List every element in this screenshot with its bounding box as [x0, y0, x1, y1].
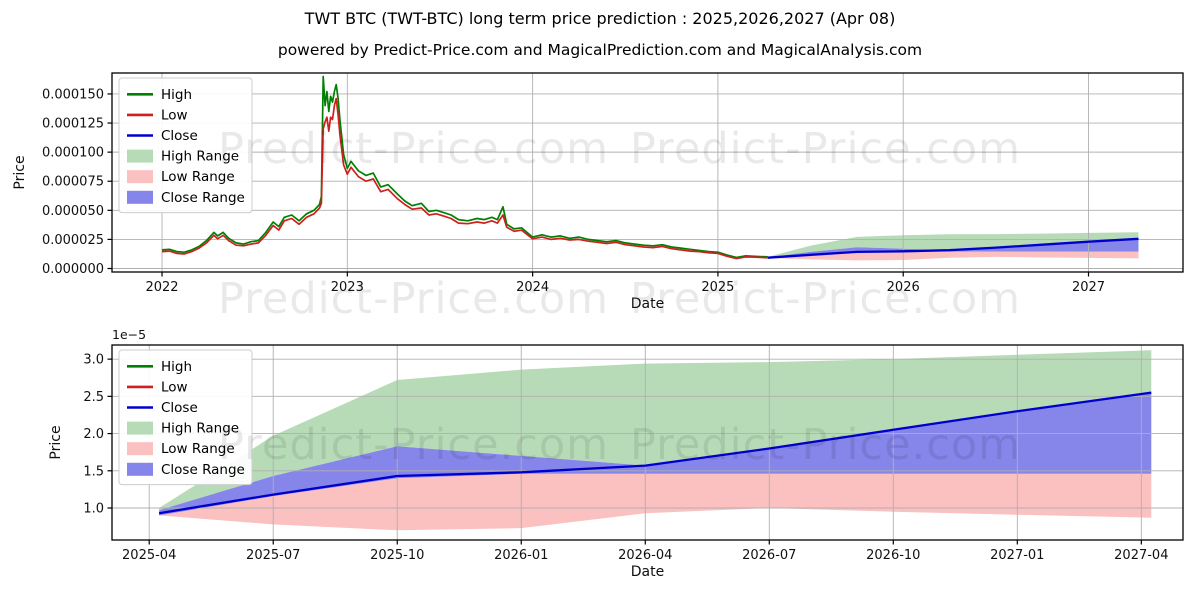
axis-frame	[111, 344, 1184, 541]
legend-item-low-range-label: Low Range	[161, 441, 235, 457]
legend-item-low-range-swatch	[127, 442, 153, 456]
y-tick-label: 0.000075	[42, 175, 104, 190]
y-tick-label: 0.000100	[42, 146, 104, 161]
x-tick-label: 2027-01	[990, 548, 1044, 563]
y-tick-label: 2.5	[83, 390, 104, 405]
legend-item-low-range-swatch	[127, 170, 153, 184]
x-tick-label: 2025	[701, 280, 734, 295]
y-tick-label: 0.000000	[42, 262, 104, 277]
legend-item-close-label: Close	[161, 128, 198, 144]
y-tick-label: 0.000150	[42, 87, 104, 102]
axis-frame	[111, 72, 1184, 273]
x-axis-label: Date	[631, 564, 664, 580]
x-tick-label: 2026	[887, 280, 920, 295]
figure-title: TWT BTC (TWT-BTC) long term price predic…	[304, 9, 896, 28]
high-line	[161, 75, 768, 259]
y-tick-label: 0.000125	[42, 117, 104, 132]
x-tick-label: 2026-07	[742, 548, 796, 563]
close-range-band	[767, 238, 1139, 258]
legend-item-high-label: High	[161, 359, 192, 375]
legend-item-low-label: Low	[161, 107, 188, 123]
high-range-band	[159, 350, 1152, 511]
low-range-band	[767, 251, 1139, 261]
legend-item-close-range-label: Close Range	[161, 190, 245, 206]
legend-item-high-range-swatch	[127, 149, 153, 163]
x-tick-label: 2027	[1072, 280, 1105, 295]
legend-item-high-range-label: High Range	[161, 421, 239, 437]
x-tick-label: 2024	[516, 280, 549, 295]
x-axis-label: Date	[631, 296, 664, 312]
figure-subtitle: powered by Predict-Price.com and Magical…	[277, 41, 923, 59]
axis-offset-label: 1e−5	[112, 327, 146, 342]
legend-item-close-label: Close	[161, 400, 198, 416]
legend-item-close-range-label: Close Range	[161, 462, 245, 478]
x-tick-label: 2025-04	[122, 548, 176, 563]
low-range-band	[159, 473, 1152, 531]
legend-item-low-range-label: Low Range	[161, 169, 235, 185]
low-line	[161, 97, 768, 260]
close-range-band	[159, 392, 1152, 516]
y-tick-label: 3.0	[83, 353, 104, 368]
x-tick-label: 2027-04	[1114, 548, 1168, 563]
legend-item-close-range-swatch	[127, 462, 153, 476]
x-tick-label: 2026-04	[618, 548, 672, 563]
legend-item-high-range-label: High Range	[161, 149, 239, 165]
close-line	[158, 391, 1152, 515]
legend-item-close-range-swatch	[127, 190, 153, 204]
y-axis-label: Price	[48, 425, 64, 459]
high-range-band	[767, 232, 1139, 258]
y-tick-label: 1.0	[83, 501, 104, 516]
y-tick-label: 1.5	[83, 464, 104, 479]
legend-item-high-label: High	[161, 87, 192, 103]
legend-item-high-range-swatch	[127, 421, 153, 435]
y-tick-label: 0.000025	[42, 233, 104, 248]
x-tick-label: 2026-10	[866, 548, 920, 563]
close-line	[767, 237, 1139, 259]
y-tick-label: 0.000050	[42, 204, 104, 219]
x-tick-label: 2022	[145, 280, 178, 295]
x-tick-label: 2025-07	[246, 548, 300, 563]
y-axis-label: Price	[12, 155, 28, 189]
legend-item-low-label: Low	[161, 379, 188, 395]
y-tick-label: 2.0	[83, 427, 104, 442]
x-tick-label: 2025-10	[370, 548, 424, 563]
x-tick-label: 2026-01	[494, 548, 548, 563]
x-tick-label: 2023	[331, 280, 364, 295]
